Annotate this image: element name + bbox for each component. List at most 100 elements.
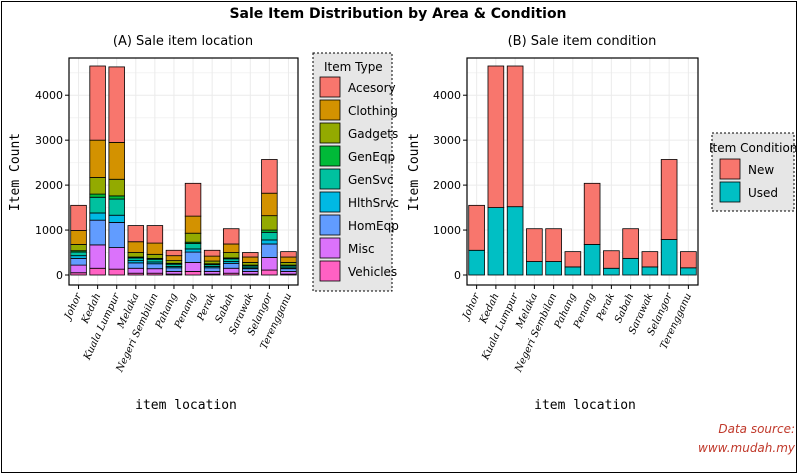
panel-a-y-axis: 0 1000 2000 3000 4000 — [35, 89, 69, 282]
panel-a-bar-perak-homeqp — [203, 267, 221, 272]
panel-b-y-tick-label: 2000 — [433, 179, 461, 192]
panel-a-legend-key-misc — [319, 237, 341, 259]
panel-b-bar-sabah-new — [622, 228, 639, 259]
panel-a-legend-key-gadgets — [319, 122, 341, 144]
panel-b-plot-area — [467, 58, 698, 285]
panel-a-legend-label-misc: Misc — [348, 242, 375, 256]
panel-a-bar-johor-homeqp — [70, 257, 87, 266]
panel-a-bar-selangor-misc — [261, 257, 278, 271]
panel-b-bar-kuala-lumpur-new — [506, 65, 524, 208]
panel-a-bar-sarawak-gadgets — [242, 262, 259, 266]
panel-b-bar-melaka-new — [526, 228, 543, 262]
panel-a-y-tick-label: 3000 — [35, 134, 63, 147]
panel-a-bar-terengganu-gadgets — [280, 262, 297, 266]
panel-a-legend-label-gadgets: Gadgets — [348, 127, 398, 141]
panel-a-bar-penang-misc — [184, 262, 202, 272]
panel-b-bar-terengganu-new — [680, 251, 697, 269]
panel-b-bar-selangor-used — [660, 239, 678, 276]
panel-a-bar-sabah-gadgets — [222, 252, 240, 259]
panel-a-y-tick-label: 1000 — [35, 224, 63, 237]
panel-a-bar-sarawak-homeqp — [242, 268, 259, 272]
panel-a-bar-johor-clothing — [70, 230, 87, 245]
panel-a-bar-perak-misc — [203, 271, 221, 275]
panel-a-bars — [70, 65, 297, 276]
panel-b-title: (B) Sale item condition — [508, 34, 657, 49]
panel-a-bar-kedah-gensvc — [89, 196, 106, 214]
panel-b-bar-pahang-new — [564, 251, 582, 268]
panel-a-bar-kuala-lumpur-gensvc — [108, 198, 125, 216]
panel-a-bar-melaka-acesory — [127, 225, 145, 243]
panel-b-bar-terengganu-used — [680, 267, 697, 276]
panel-a-bar-johor-gadgets — [70, 244, 87, 252]
panel-a-bar-penang-acesory — [184, 182, 202, 217]
figure-title: Sale Item Distribution by Area & Conditi… — [229, 6, 566, 22]
panel-a-bar-kuala-lumpur-vehicles — [108, 268, 125, 276]
panel-a-legend-label-clothing: Clothing — [348, 104, 398, 118]
panel-b-x-label: item location — [534, 398, 636, 413]
panel-b-bars — [468, 65, 697, 276]
panel-b-y-tick-label: 0 — [454, 269, 461, 282]
panel-a-bar-melaka-gadgets — [127, 252, 145, 258]
panel-a-bar-kedah-misc — [89, 244, 106, 269]
panel-b-legend-label-used: Used — [748, 186, 778, 200]
panel-b-bar-melaka-used — [526, 261, 543, 276]
panel-a-bar-melaka-gensvc — [127, 257, 145, 262]
panel-a-bar-penang-gensvc — [184, 243, 202, 250]
panel-a-legend-key-geneqp — [319, 145, 341, 167]
panel-a-legend-label-vehicles: Vehicles — [348, 265, 397, 279]
panel-a-bar-sabah-gensvc — [222, 258, 240, 262]
panel-b-plot-frame — [466, 57, 699, 286]
panel-a-bar-sarawak-acesory — [242, 252, 259, 258]
panel-a-bar-kedah-hlthsrvc — [89, 212, 106, 221]
panel-b-bar-penang-new — [583, 182, 601, 245]
panel-a-legend: Item Type Acesory Clothing Gadgets GenEqp Ge… — [312, 52, 399, 292]
panel-a-bar-negeri-sembilan-acesory — [146, 225, 164, 244]
panel-a-legend-key-acesory — [319, 76, 341, 98]
panel-b: (B) Sale item condition 0 1000 2000 3000 400… — [407, 34, 797, 413]
panel-a-bar-sabah-misc — [222, 267, 240, 274]
panel-a-bar-selangor-homeqp — [261, 243, 278, 258]
panel-a-bar-sarawak-misc — [242, 271, 259, 275]
panel-a-bar-pahang-homeqp — [165, 267, 183, 272]
panel-b-bar-sarawak-new — [641, 251, 659, 268]
panel-b-legend-key-used — [719, 181, 741, 203]
panel-a-bar-kedah-vehicles — [89, 267, 106, 276]
panel-a-bar-melaka-homeqp — [127, 262, 145, 269]
panel-a-legend-label-hlthsrvc: HlthSrvc — [348, 196, 399, 210]
panel-a-bar-johor-acesory — [70, 204, 87, 231]
panel-a-bar-selangor-gensvc — [261, 231, 278, 241]
panel-b-y-label: Item Count — [407, 133, 422, 211]
panel-a-bar-kuala-lumpur-acesory — [108, 66, 125, 143]
panel-a-bar-pahang-misc — [165, 271, 183, 275]
panel-a-bar-kuala-lumpur-misc — [108, 247, 125, 270]
panel-a-bar-kedah-geneqp — [89, 193, 106, 198]
panel-a-y-label: Item Count — [8, 133, 23, 211]
panel-b-y-tick-label: 3000 — [433, 134, 461, 147]
data-source-label: Data source: — [718, 422, 795, 436]
panel-a-bar-selangor-hlthsrvc — [261, 239, 278, 245]
panel-a-bar-penang-gadgets — [184, 232, 202, 243]
panel-a-bar-sabah-homeqp — [222, 262, 240, 269]
panel-b-bar-negeri-sembilan-used — [545, 261, 562, 276]
panel-a-grid — [69, 58, 298, 285]
panel-b-legend-label-new: New — [748, 163, 774, 177]
panel-b-bar-perak-new — [603, 250, 620, 269]
panel-a-bar-perak-gadgets — [203, 260, 221, 265]
panel-a-legend-key-homeqp — [319, 214, 341, 236]
panel-a: (A) Sale item location 0 1000 2000 3000 4000… — [8, 34, 399, 413]
panel-b-bar-negeri-sembilan-new — [545, 228, 562, 262]
panel-a-legend-key-vehicles — [319, 260, 341, 282]
panel-b-bar-penang-used — [583, 244, 601, 276]
panel-a-bar-negeri-sembilan-homeqp — [146, 263, 164, 270]
panel-a-legend-title: Item Type — [324, 60, 383, 74]
panel-a-y-tick-label: 2000 — [35, 179, 63, 192]
panel-b-bar-johor-new — [468, 204, 485, 251]
panel-b-y-tick-label: 4000 — [433, 89, 461, 102]
panel-a-bar-sabah-acesory — [222, 228, 240, 245]
panel-a-bar-terengganu-acesory — [280, 251, 297, 258]
panel-a-bar-selangor-acesory — [261, 159, 278, 194]
panel-a-bar-negeri-sembilan-gensvc — [146, 258, 164, 263]
panel-a-bar-negeri-sembilan-gadgets — [146, 253, 164, 259]
panel-a-bar-penang-homeqp — [184, 251, 202, 263]
